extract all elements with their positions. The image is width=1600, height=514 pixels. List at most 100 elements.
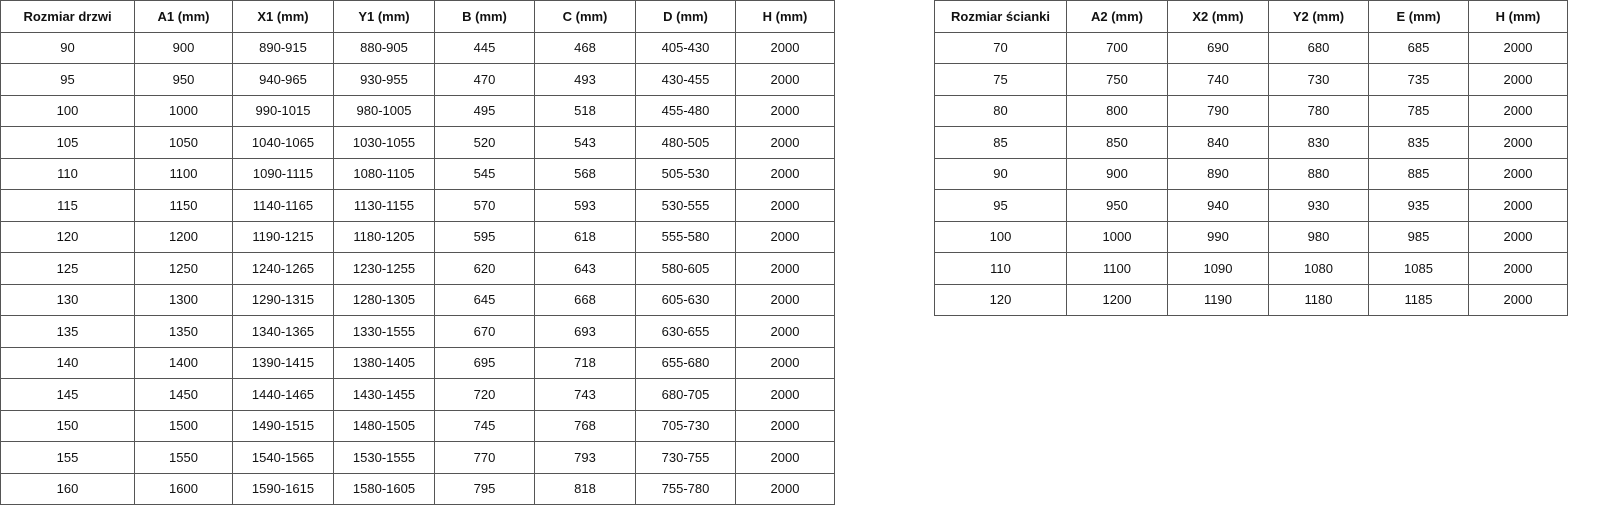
table-cell: 545 <box>434 157 535 190</box>
table-cell: 950 <box>1066 189 1168 222</box>
table-cell: 2000 <box>1468 252 1568 285</box>
table-cell: 655-680 <box>635 346 736 379</box>
table-cell: 705-730 <box>635 409 736 442</box>
table-cell: 980-1005 <box>333 94 435 127</box>
table-row: 120 1200 1190-1215 1180-1205 595 618 555-580 20… <box>0 220 835 253</box>
table-cell: 785 <box>1368 94 1469 127</box>
table-cell: 95 <box>934 189 1067 222</box>
table-cell: 768 <box>534 409 636 442</box>
table-row: 140 1400 1390-1415 1380-1405 695 718 655-680 20… <box>0 346 835 379</box>
table-row: 125 1250 1240-1265 1230-1255 620 643 580-605 20… <box>0 252 835 285</box>
table-cell: 1080 <box>1268 252 1369 285</box>
table-cell: 1130-1155 <box>333 189 435 222</box>
table-cell: 800 <box>1066 94 1168 127</box>
table-cell: 555-580 <box>635 220 736 253</box>
table-cell: 85 <box>934 126 1067 159</box>
table-cell: 1090 <box>1167 252 1269 285</box>
table-cell: 595 <box>434 220 535 253</box>
table-cell: 1200 <box>134 220 233 253</box>
column-header: C (mm) <box>534 0 636 33</box>
table-cell: 1300 <box>134 283 233 316</box>
table-cell: 668 <box>534 283 636 316</box>
table-cell: 2000 <box>1468 63 1568 96</box>
table-cell: 1480-1505 <box>333 409 435 442</box>
table-row: 85 850 840 830 835 2000 <box>934 126 1568 159</box>
table-cell: 2000 <box>735 157 835 190</box>
table-cell: 1580-1605 <box>333 472 435 505</box>
column-header: X1 (mm) <box>232 0 334 33</box>
table-cell: 985 <box>1368 220 1469 253</box>
table-cell: 80 <box>934 94 1067 127</box>
table-cell: 830 <box>1268 126 1369 159</box>
column-header: E (mm) <box>1368 0 1469 33</box>
table-cell: 1100 <box>1066 252 1168 285</box>
table-cell: 885 <box>1368 157 1469 190</box>
table-cell: 880 <box>1268 157 1369 190</box>
table-cell: 735 <box>1368 63 1469 96</box>
table-cell: 110 <box>0 157 135 190</box>
table-cell: 793 <box>534 441 636 474</box>
table-row: 115 1150 1140-1165 1130-1155 570 593 530-555 20… <box>0 189 835 222</box>
table-cell: 880-905 <box>333 31 435 64</box>
table-cell: 1250 <box>134 252 233 285</box>
table-cell: 110 <box>934 252 1067 285</box>
column-header: B (mm) <box>434 0 535 33</box>
table-cell: 2000 <box>1468 189 1568 222</box>
table-cell: 618 <box>534 220 636 253</box>
table-cell: 1090-1115 <box>232 157 334 190</box>
column-header: D (mm) <box>635 0 736 33</box>
table-cell: 70 <box>934 31 1067 64</box>
table-cell: 630-655 <box>635 315 736 348</box>
table-cell: 1350 <box>134 315 233 348</box>
table-row: 130 1300 1290-1315 1280-1305 645 668 605-630 20… <box>0 283 835 316</box>
table-cell: 770 <box>434 441 535 474</box>
table-cell: 130 <box>0 283 135 316</box>
table-cell: 2000 <box>735 441 835 474</box>
table-cell: 115 <box>0 189 135 222</box>
table-cell: 518 <box>534 94 636 127</box>
table-cell: 695 <box>434 346 535 379</box>
table-cell: 1430-1455 <box>333 378 435 411</box>
table-cell: 2000 <box>1468 283 1568 316</box>
table-cell: 1140-1165 <box>232 189 334 222</box>
table-cell: 1000 <box>1066 220 1168 253</box>
table-cell: 795 <box>434 472 535 505</box>
table-row: 70 700 690 680 685 2000 <box>934 31 1568 64</box>
table-row: 105 1050 1040-1065 1030-1055 520 543 480-505 20… <box>0 126 835 159</box>
table-cell: 605-630 <box>635 283 736 316</box>
table-cell: 790 <box>1167 94 1269 127</box>
table-cell: 1390-1415 <box>232 346 334 379</box>
table-row: 160 1600 1590-1615 1580-1605 795 818 755-780 20… <box>0 472 835 505</box>
table-cell: 2000 <box>1468 126 1568 159</box>
table-cell: 700 <box>1066 31 1168 64</box>
table-cell: 468 <box>534 31 636 64</box>
table-cell: 1085 <box>1368 252 1469 285</box>
table-cell: 155 <box>0 441 135 474</box>
table-cell: 1185 <box>1368 283 1469 316</box>
header-row: Rozmiar drzwi A1 (mm) X1 (mm) Y1 (mm) B (mm)… <box>0 0 835 33</box>
column-header: A2 (mm) <box>1066 0 1168 33</box>
table-cell: 718 <box>534 346 636 379</box>
table-cell: 690 <box>1167 31 1269 64</box>
table-cell: 2000 <box>735 252 835 285</box>
table-cell: 150 <box>0 409 135 442</box>
table-cell: 543 <box>534 126 636 159</box>
table-cell: 890-915 <box>232 31 334 64</box>
wall-size-table: Rozmiar ścianki A2 (mm) X2 (mm) Y2 (mm) E (m… <box>934 0 1568 316</box>
table-cell: 680 <box>1268 31 1369 64</box>
table-cell: 930-955 <box>333 63 435 96</box>
table-row: 80 800 790 780 785 2000 <box>934 94 1568 127</box>
table-cell: 1340-1365 <box>232 315 334 348</box>
table-cell: 455-480 <box>635 94 736 127</box>
table-cell: 570 <box>434 189 535 222</box>
table-cell: 2000 <box>1468 157 1568 190</box>
table-row: 95 950 940-965 930-955 470 493 430-455 2000 <box>0 63 835 96</box>
table-cell: 720 <box>434 378 535 411</box>
table-cell: 100 <box>0 94 135 127</box>
column-header: H (mm) <box>735 0 835 33</box>
table-cell: 740 <box>1167 63 1269 96</box>
table-cell: 90 <box>0 31 135 64</box>
table-cell: 520 <box>434 126 535 159</box>
table-cell: 935 <box>1368 189 1469 222</box>
table-cell: 1100 <box>134 157 233 190</box>
